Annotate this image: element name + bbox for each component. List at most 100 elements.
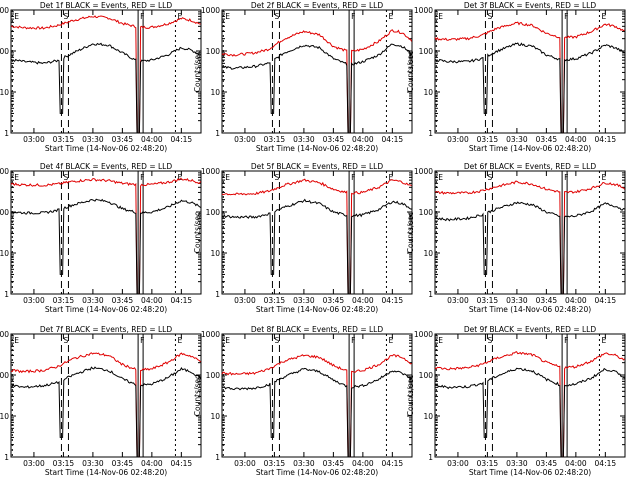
y-tick-label: 1 xyxy=(4,453,9,462)
x-tick-label: 03:00 xyxy=(23,135,45,144)
y-tick-label: 10 xyxy=(210,249,220,258)
x-tick-label: 04:00 xyxy=(352,459,374,468)
x-tick-label: 04:15 xyxy=(595,296,617,305)
marker-label: S xyxy=(63,173,68,182)
lld-series-line xyxy=(221,354,412,458)
y-tick-label: 10 xyxy=(0,88,9,97)
x-axis-label: Start Time (14-Nov-06 02:48:20) xyxy=(256,305,378,314)
x-tick-label: 03:15 xyxy=(53,459,75,468)
x-tick-label: 04:00 xyxy=(565,459,587,468)
y-axis-label: Counts/sec xyxy=(406,212,415,253)
marker-label: F xyxy=(564,12,568,21)
x-tick-label: 03:45 xyxy=(323,459,345,468)
x-tick-label: 04:00 xyxy=(565,296,587,305)
x-axis-label: Start Time (14-Nov-06 02:48:20) xyxy=(45,144,167,153)
marker-label: S xyxy=(63,336,68,345)
plot-frame xyxy=(434,9,626,134)
x-tick-label: 03:00 xyxy=(234,459,256,468)
x-tick-label: 03:30 xyxy=(82,296,104,305)
marker-label: E xyxy=(601,173,606,182)
y-tick-label: 100 xyxy=(0,371,9,380)
y-tick-label: 10 xyxy=(210,412,220,421)
panel-4: Det 4f BLACK = Events, RED = LLD 1 10 100 10… xyxy=(0,162,202,314)
plot-frame xyxy=(221,170,413,295)
marker-label: S xyxy=(274,12,279,21)
plot-frame xyxy=(10,170,202,295)
lld-series-line xyxy=(10,15,201,134)
x-tick-label: 03:15 xyxy=(53,135,75,144)
x-tick-label: 03:30 xyxy=(293,135,315,144)
y-tick-label: 100 xyxy=(419,208,434,217)
y-tick-label: 10 xyxy=(423,88,433,97)
x-axis-label: Start Time (14-Nov-06 02:48:20) xyxy=(256,468,378,477)
x-tick-label: 03:30 xyxy=(293,296,315,305)
x-tick-label: 03:45 xyxy=(112,135,134,144)
lld-series-line xyxy=(434,351,625,458)
y-tick-label: 1 xyxy=(4,129,9,138)
marker-label: E xyxy=(225,173,230,182)
y-axis-label: Counts/sec xyxy=(193,212,202,253)
plot-frame xyxy=(434,333,626,458)
y-tick-label: 100 xyxy=(0,47,9,56)
x-tick-label: 03:15 xyxy=(477,459,499,468)
marker-label: E xyxy=(601,336,606,345)
x-tick-label: 03:15 xyxy=(264,459,286,468)
y-tick-label: 1 xyxy=(215,129,220,138)
x-tick-label: 04:15 xyxy=(171,459,193,468)
x-tick-label: 03:30 xyxy=(506,135,528,144)
x-tick-label: 04:15 xyxy=(171,296,193,305)
x-tick-label: 03:30 xyxy=(82,459,104,468)
y-tick-label: 1 xyxy=(215,453,220,462)
y-tick-label: 1000 xyxy=(414,6,433,15)
panel-1: Det 1f BLACK = Events, RED = LLD 1 10 100 10… xyxy=(0,1,202,153)
lld-series-line xyxy=(221,178,412,295)
marker-label: S xyxy=(274,336,279,345)
marker-label: E xyxy=(388,12,393,21)
marker-label: E xyxy=(601,12,606,21)
y-tick-label: 10 xyxy=(210,88,220,97)
marker-label: E xyxy=(438,12,443,21)
x-tick-label: 04:00 xyxy=(141,459,163,468)
y-tick-label: 100 xyxy=(419,371,434,380)
x-tick-label: 03:45 xyxy=(112,459,134,468)
plot-frame xyxy=(10,9,202,134)
panel-title: Det 3f BLACK = Events, RED = LLD xyxy=(464,1,597,10)
panel-8: Det 8f BLACK = Events, RED = LLD 1 10 100 10… xyxy=(193,325,413,477)
x-tick-label: 04:15 xyxy=(382,296,404,305)
x-axis-label: Start Time (14-Nov-06 02:48:20) xyxy=(256,144,378,153)
marker-label: E xyxy=(177,173,182,182)
events-series-line xyxy=(10,42,201,134)
y-tick-label: 1000 xyxy=(414,330,433,339)
x-tick-label: 03:45 xyxy=(536,459,558,468)
marker-label: E xyxy=(225,12,230,21)
x-tick-label: 03:45 xyxy=(536,135,558,144)
y-tick-label: 100 xyxy=(206,47,221,56)
marker-label: E xyxy=(438,173,443,182)
marker-label: F xyxy=(564,173,568,182)
events-series-line xyxy=(434,201,625,295)
x-tick-label: 03:00 xyxy=(23,296,45,305)
x-tick-label: 03:00 xyxy=(447,296,469,305)
y-tick-label: 100 xyxy=(206,208,221,217)
marker-label: F xyxy=(564,336,568,345)
y-tick-label: 10 xyxy=(0,249,9,258)
marker-label: S xyxy=(63,12,68,21)
y-axis-label: Counts/sec xyxy=(406,51,415,92)
events-series-line xyxy=(10,198,201,295)
panel-title: Det 2f BLACK = Events, RED = LLD xyxy=(251,1,384,10)
y-axis-label: Counts/sec xyxy=(193,51,202,92)
marker-label: F xyxy=(140,336,144,345)
x-tick-label: 03:15 xyxy=(477,135,499,144)
y-tick-label: 100 xyxy=(419,47,434,56)
panel-6: Det 6f BLACK = Events, RED = LLD 1 10 100 10… xyxy=(406,162,626,314)
panel-3: Det 3f BLACK = Events, RED = LLD 1 10 100 10… xyxy=(406,1,626,153)
x-tick-label: 03:15 xyxy=(264,135,286,144)
marker-label: S xyxy=(487,173,492,182)
y-tick-label: 10 xyxy=(423,412,433,421)
x-tick-label: 03:00 xyxy=(447,459,469,468)
marker-label: E xyxy=(388,173,393,182)
events-series-line xyxy=(222,198,412,295)
x-tick-label: 03:30 xyxy=(293,459,315,468)
